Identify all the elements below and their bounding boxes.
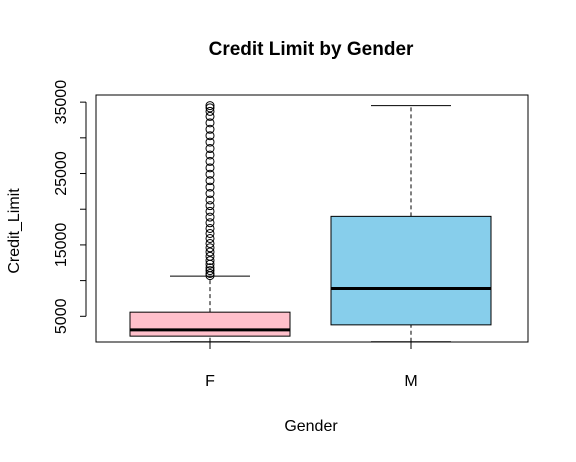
outlier-point: [205, 251, 215, 261]
outlier-point: [205, 169, 215, 179]
outlier-point: [205, 195, 215, 205]
outlier-point: [205, 144, 215, 154]
outlier-point: [205, 228, 215, 238]
outlier-point: [205, 103, 215, 113]
outlier-point: [205, 137, 215, 147]
y-axis: 5000 15000 25000 35000: [53, 80, 87, 334]
x-tick-label: F: [205, 373, 215, 390]
outlier-point: [205, 118, 215, 128]
y-axis-label: Credit_Limit: [6, 188, 23, 274]
outlier-point: [205, 124, 215, 134]
outlier-point: [205, 131, 215, 141]
outlier-point: [205, 111, 215, 121]
y-tick-label: 15000: [53, 223, 70, 268]
outlier-point: [205, 247, 215, 257]
x-axis-label: Gender: [284, 418, 338, 435]
y-tick-label: 35000: [53, 80, 70, 125]
x-tick-label: M: [404, 373, 417, 390]
outlier-point: [205, 182, 215, 192]
y-tick-label: 5000: [53, 298, 70, 334]
outlier-point: [205, 163, 215, 173]
boxes-layer: [129, 101, 492, 343]
outlier-point: [205, 218, 215, 228]
outlier-point: [205, 233, 215, 243]
outlier-point: [205, 243, 215, 253]
iqr-box: [330, 215, 492, 326]
outlier-point: [205, 189, 215, 199]
outlier-point: [205, 266, 215, 276]
y-tick-label: 25000: [53, 151, 70, 196]
outlier-point: [205, 268, 215, 278]
chart-title: Credit Limit by Gender: [209, 39, 414, 60]
iqr-box: [129, 311, 291, 337]
box-group-f: [129, 101, 291, 343]
outlier-point: [205, 212, 215, 222]
outlier-point: [205, 238, 215, 248]
outlier-point: [205, 101, 215, 111]
outlier-point: [205, 176, 215, 186]
box-group-m: [330, 105, 492, 343]
outlier-point: [205, 150, 215, 160]
outlier-point: [205, 201, 215, 211]
outlier-point: [205, 156, 215, 166]
outlier-point: [205, 223, 215, 233]
plot-frame: [95, 94, 529, 343]
outlier-point: [205, 206, 215, 216]
outlier-point: [205, 106, 215, 116]
outlier-point: [205, 256, 215, 266]
outlier-point: [205, 263, 215, 273]
